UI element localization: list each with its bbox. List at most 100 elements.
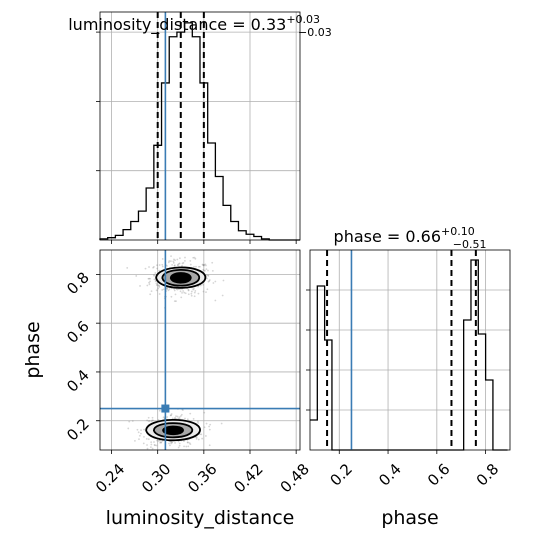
density-sample-point <box>222 279 225 282</box>
density-sample-point <box>205 268 208 271</box>
density-sample-point <box>197 422 199 424</box>
density-sample-point <box>138 438 140 441</box>
density-sample-point <box>150 443 153 446</box>
density-contour-level <box>169 272 192 284</box>
density-sample-point <box>154 280 157 283</box>
density-sample-point <box>151 447 154 450</box>
density-sample-point <box>139 285 141 287</box>
density-sample-point <box>127 427 130 430</box>
density-sample-point <box>197 285 199 288</box>
density-sample-point <box>157 418 160 421</box>
density-sample-point <box>157 440 160 442</box>
density-sample-point <box>177 446 180 449</box>
density-grid <box>100 250 300 450</box>
density-sample-point <box>149 446 152 449</box>
density-sample-point <box>150 441 153 444</box>
phase-x-tick-label: 0.6 <box>424 460 454 490</box>
density-sample-point <box>144 267 147 270</box>
density-sample-point <box>180 296 183 299</box>
density-sample-point <box>166 265 168 267</box>
density-sample-point <box>211 261 214 264</box>
density-sample-point <box>153 278 156 281</box>
density-sample-point <box>178 442 181 445</box>
density-sample-point <box>197 438 200 441</box>
phase-title-sup: +0.10 <box>441 225 475 238</box>
panel-luminosity-distance-marginal: luminosity_distance = 0.33+0.03 −0.03 <box>68 11 332 244</box>
density-sample-point <box>151 419 154 422</box>
density-sample-point <box>184 292 187 295</box>
density-sample-point <box>158 286 161 288</box>
density-sample-point <box>161 289 164 291</box>
density-sample-point <box>158 269 161 272</box>
density-sample-point <box>207 280 210 283</box>
density-sample-point <box>186 418 189 421</box>
phase-grid <box>310 250 510 450</box>
density-contour-level <box>162 425 184 436</box>
density-sample-point <box>201 263 204 266</box>
density-sample-point <box>197 292 200 295</box>
density-sample-point <box>168 260 171 262</box>
density-sample-point <box>187 289 190 292</box>
density-sample-point <box>180 413 183 416</box>
phase-frame <box>309 249 511 451</box>
density-sample-point <box>162 288 165 291</box>
density-sample-point <box>171 417 174 420</box>
density-y-tick-label: 0.6 <box>63 317 93 347</box>
density-sample-point <box>173 264 176 267</box>
density-sample-point <box>158 284 160 287</box>
density-frame <box>99 249 301 451</box>
density-sample-point <box>165 287 168 290</box>
density-sample-point <box>178 262 181 265</box>
density-sample-point <box>202 268 205 271</box>
density-sample-point <box>137 431 140 434</box>
density-sample-point <box>154 272 157 274</box>
density-sample-point <box>194 257 197 260</box>
density-sample-point <box>169 444 171 447</box>
density-sample-point <box>205 422 208 425</box>
density-sample-point <box>178 444 181 447</box>
density-sample-point <box>170 414 172 417</box>
density-sample-point <box>153 273 155 276</box>
density-sample-point <box>148 419 151 422</box>
density-sample-point <box>205 435 207 437</box>
density-sample-point <box>192 288 195 291</box>
density-sample-point <box>170 442 172 445</box>
density-sample-point <box>173 264 176 267</box>
density-sample-point <box>155 289 158 292</box>
density-sample-point <box>185 445 188 448</box>
density-sample-point <box>187 293 190 296</box>
density-sample-point <box>176 258 179 261</box>
density-sample-point <box>138 434 141 437</box>
density-sample-point <box>195 436 198 439</box>
density-sample-point <box>177 263 179 266</box>
density-sample-point <box>190 294 193 297</box>
density-sample-point <box>202 264 205 267</box>
density-sample-point <box>202 264 205 266</box>
density-sample-point <box>193 265 195 268</box>
density-sample-point <box>135 275 138 277</box>
density-sample-point <box>206 288 209 291</box>
density-sample-point <box>208 428 211 431</box>
density-sample-point <box>161 265 164 268</box>
ld-title-sub: −0.03 <box>298 26 332 39</box>
density-sample-point <box>178 416 181 419</box>
density-sample-point <box>179 290 182 293</box>
density-sample-point <box>140 429 142 432</box>
density-sample-point <box>146 419 149 422</box>
density-sample-point <box>183 291 186 294</box>
density-sample-point <box>195 265 197 268</box>
phase-quantile-lines <box>326 250 477 450</box>
density-sample-point <box>145 437 148 440</box>
density-sample-point <box>147 277 150 280</box>
density-contours <box>145 266 207 442</box>
density-sample-point <box>174 417 177 420</box>
density-sample-point <box>147 420 150 422</box>
density-y-tick-label: 0.2 <box>63 415 93 445</box>
phase-x-tick-label: 0.2 <box>326 460 356 490</box>
density-sample-point <box>221 294 224 297</box>
density-sample-point <box>202 283 205 286</box>
density-sample-point <box>175 300 177 302</box>
phase-title: phase = 0.66+0.10 −0.51 <box>334 225 487 251</box>
density-sample-point <box>134 439 136 442</box>
